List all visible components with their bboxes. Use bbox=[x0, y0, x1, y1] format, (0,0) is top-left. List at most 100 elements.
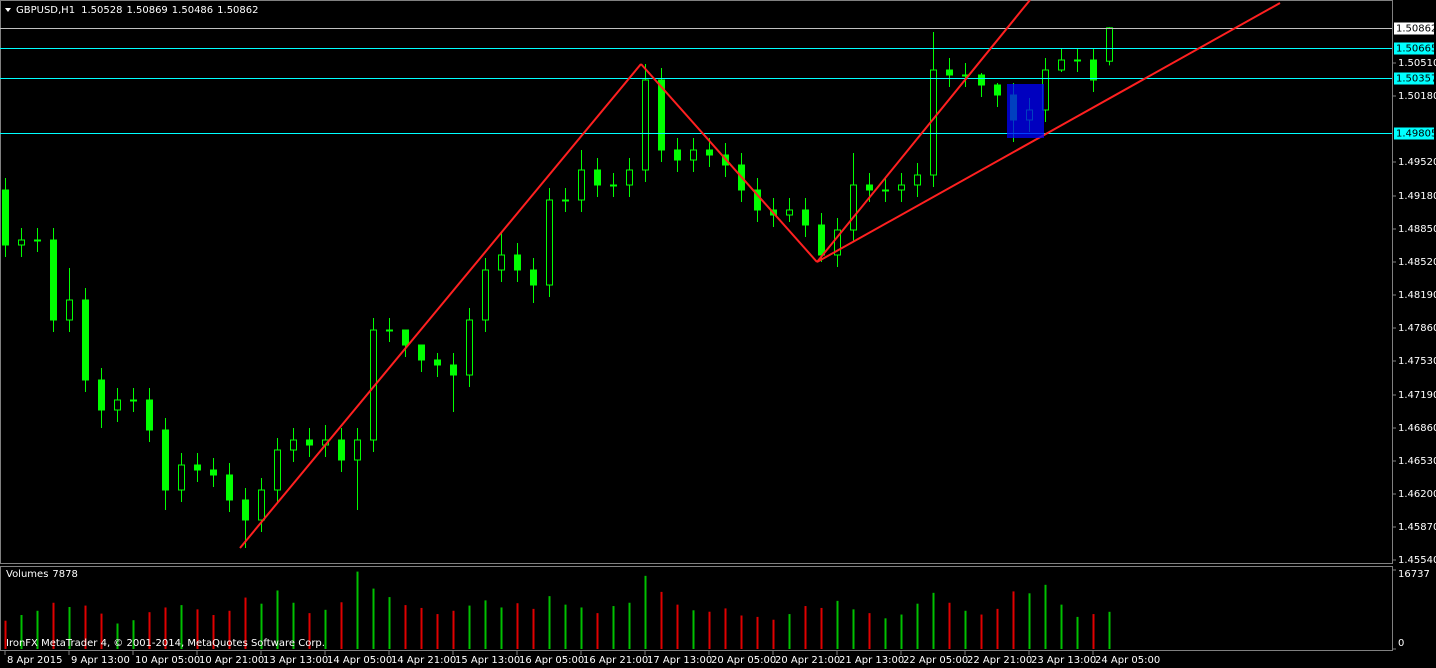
last-low: 1.50486 bbox=[172, 5, 213, 16]
x-tick-label: 14 Apr 05:00 bbox=[327, 655, 392, 666]
candle-body bbox=[642, 79, 649, 171]
x-tick-label: 10 Apr 21:00 bbox=[199, 655, 264, 666]
candle-body bbox=[994, 84, 1001, 96]
candle-body bbox=[402, 329, 409, 346]
volume-tick-label: 16737 bbox=[1398, 569, 1430, 580]
candle-body bbox=[1058, 59, 1065, 71]
candle-body bbox=[114, 399, 121, 411]
candle-body bbox=[434, 359, 441, 366]
y-tick-label: 1.45870 bbox=[1398, 522, 1436, 533]
last-high: 1.50869 bbox=[126, 5, 167, 16]
x-tick-label: 22 Apr 21:00 bbox=[967, 655, 1032, 666]
candle-body bbox=[946, 69, 953, 76]
candle-body bbox=[274, 449, 281, 491]
candle-body bbox=[34, 239, 41, 242]
main-panel-frame bbox=[0, 0, 1393, 564]
x-tick-label: 16 Apr 05:00 bbox=[519, 655, 584, 666]
candle-body bbox=[658, 79, 665, 151]
candle-body bbox=[530, 269, 537, 286]
x-tick-label: 15 Apr 13:00 bbox=[455, 655, 520, 666]
x-tick-label: 8 Apr 2015 bbox=[7, 655, 62, 666]
symbol: GBPUSD,H1 bbox=[16, 5, 75, 16]
x-tick-label: 10 Apr 05:00 bbox=[135, 655, 200, 666]
bid-label-bg bbox=[1394, 22, 1434, 35]
candle-body bbox=[674, 149, 681, 161]
marks: 1.50510 1.50180 1.49520 1.49180 1.48850 1.485… bbox=[0, 22, 1436, 666]
last-close: 1.50862 bbox=[217, 5, 258, 16]
y-tick-label: 1.46530 bbox=[1398, 456, 1436, 467]
trend-line bbox=[239, 63, 642, 549]
level-label: 1.50357 bbox=[1396, 74, 1436, 85]
y-tick-label: 1.48190 bbox=[1398, 290, 1436, 301]
candle-body bbox=[242, 499, 249, 521]
candle-body bbox=[1106, 27, 1113, 62]
candle-body bbox=[610, 184, 617, 187]
bid-label: 1.50862 bbox=[1396, 24, 1436, 35]
x-tick-label: 20 Apr 21:00 bbox=[775, 655, 840, 666]
candle-body bbox=[194, 464, 201, 471]
candle-body bbox=[290, 439, 297, 451]
candle-body bbox=[178, 464, 185, 491]
candle-body bbox=[1074, 59, 1081, 62]
candle-body bbox=[354, 439, 361, 461]
level-label-bg bbox=[1394, 42, 1434, 55]
x-tick-label: 21 Apr 13:00 bbox=[839, 655, 904, 666]
candle-body bbox=[594, 169, 601, 186]
candle-body bbox=[210, 469, 217, 476]
candle-body bbox=[306, 439, 313, 446]
candle-body bbox=[1090, 59, 1097, 81]
candle-body bbox=[50, 239, 57, 321]
y-tick-label: 1.48520 bbox=[1398, 257, 1436, 268]
x-tick-label: 22 Apr 05:00 bbox=[903, 655, 968, 666]
candle-body bbox=[818, 224, 825, 256]
x-tick-label: 16 Apr 21:00 bbox=[583, 655, 648, 666]
volume-tick-label: 0 bbox=[1398, 638, 1404, 649]
chart-title: GBPUSD,H1 1.50528 1.50869 1.50486 1.50862 bbox=[16, 5, 259, 16]
x-tick-label: 9 Apr 13:00 bbox=[71, 655, 130, 666]
trend-line bbox=[816, 2, 1281, 263]
candle-body bbox=[418, 344, 425, 361]
candle-body bbox=[82, 299, 89, 381]
x-tick-label: 24 Apr 05:00 bbox=[1095, 655, 1160, 666]
candle-body bbox=[786, 209, 793, 216]
y-tick-label: 1.47530 bbox=[1398, 356, 1436, 367]
candle-body bbox=[338, 439, 345, 461]
candle-body bbox=[882, 189, 889, 192]
level-label: 1.50665 bbox=[1396, 44, 1436, 55]
candle-body bbox=[514, 254, 521, 271]
candle-body bbox=[66, 299, 73, 321]
candle-body bbox=[562, 199, 569, 202]
highlight-box bbox=[1007, 84, 1044, 138]
volume-last: 7878 bbox=[52, 569, 77, 580]
candle-body bbox=[690, 149, 697, 161]
candle-body bbox=[98, 379, 105, 411]
trend-lines bbox=[239, 0, 1281, 549]
trend-line bbox=[640, 63, 818, 263]
y-tick-label: 1.47860 bbox=[1398, 323, 1436, 334]
x-tick-label: 20 Apr 05:00 bbox=[711, 655, 776, 666]
y-tick-label: 1.50180 bbox=[1398, 91, 1436, 102]
candle-body bbox=[162, 429, 169, 491]
level-label-bg bbox=[1394, 127, 1434, 140]
candle-body bbox=[898, 184, 905, 191]
menu-arrow[interactable] bbox=[5, 8, 11, 12]
candle-body bbox=[482, 269, 489, 321]
candle-body bbox=[914, 174, 921, 186]
y-tick-label: 1.49520 bbox=[1398, 157, 1436, 168]
candle-body bbox=[466, 319, 473, 376]
candle-body bbox=[498, 254, 505, 271]
candle-body bbox=[850, 184, 857, 231]
volume-label: Volumes bbox=[6, 569, 48, 580]
candle-body bbox=[386, 329, 393, 332]
y-tick-label: 1.48850 bbox=[1398, 224, 1436, 235]
candle-body bbox=[146, 399, 153, 431]
candle-body bbox=[978, 74, 985, 86]
candle-body bbox=[2, 189, 9, 246]
y-tick-label: 1.47190 bbox=[1398, 390, 1436, 401]
candle-body bbox=[226, 474, 233, 501]
x-tick-label: 23 Apr 13:00 bbox=[1031, 655, 1096, 666]
copyright: IronFX MetaTrader 4, © 2001-2014, MetaQu… bbox=[6, 638, 325, 649]
x-tick-label: 17 Apr 13:00 bbox=[647, 655, 712, 666]
